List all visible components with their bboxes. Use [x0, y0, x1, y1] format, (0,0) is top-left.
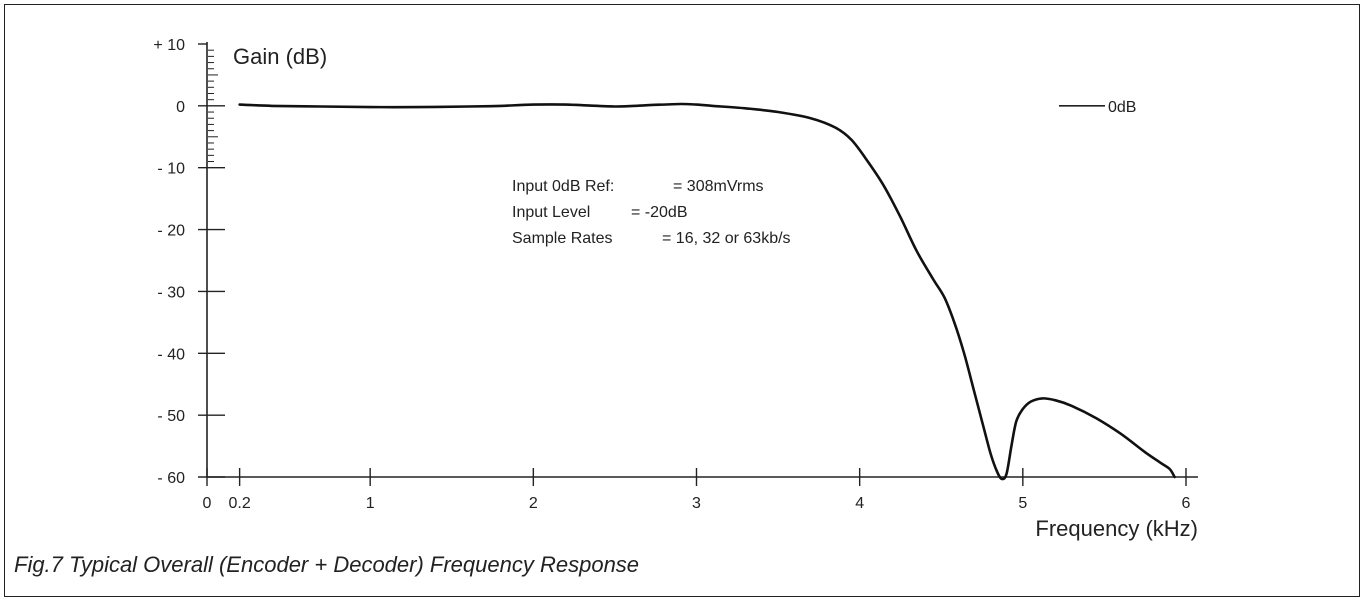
y-tick-label: 0 — [176, 99, 185, 116]
chart-ticks — [198, 43, 1187, 486]
x-tick-label: 3 — [692, 495, 701, 512]
x-tick-label: 5 — [1018, 495, 1027, 512]
annotation-label: Input Level — [512, 204, 590, 221]
annotation-value: = 308mVrms — [673, 178, 764, 195]
x-tick-label: 4 — [855, 495, 864, 512]
figure-caption: Fig.7 Typical Overall (Encoder + Decoder… — [14, 552, 640, 577]
chart-axes — [206, 42, 1198, 478]
x-tick-label: 0.2 — [229, 495, 251, 512]
annotation-label: Input 0dB Ref: — [512, 178, 614, 195]
annotation-value: = 16, 32 or 63kb/s — [662, 230, 791, 247]
y-tick-label: - 60 — [157, 470, 185, 487]
y-tick-label: - 30 — [157, 284, 185, 301]
x-tick-label: 2 — [529, 495, 538, 512]
y-tick-label: - 10 — [157, 161, 185, 178]
figure-frame — [4, 4, 1360, 597]
series-line-0dB — [238, 102, 1176, 481]
y-tick-label: - 40 — [157, 346, 185, 363]
chart-annotations: Input 0dB Ref: = 308mVrms Input Level = -20… — [512, 178, 791, 247]
y-axis-title: Gain (dB) — [233, 44, 327, 69]
x-tick-label: 6 — [1182, 495, 1191, 512]
chart-legend: 0dB — [1059, 99, 1136, 116]
legend-label: 0dB — [1108, 99, 1136, 116]
chart-series — [238, 102, 1176, 481]
y-tick-label: - 20 — [157, 223, 185, 240]
chart-tick-labels: + 10 0 - 10 - 20 - 30 - 40 - 50 - 60 0 0.2 1 2 3 4 5 6 — [153, 37, 1190, 512]
annotation-value: = -20dB — [631, 204, 687, 221]
x-tick-label: 0 — [203, 495, 212, 512]
y-tick-label: + 10 — [153, 37, 185, 54]
annotation-label: Sample Rates — [512, 230, 613, 247]
y-tick-label: - 50 — [157, 408, 185, 425]
x-axis-title: Frequency (kHz) — [1035, 516, 1198, 541]
x-tick-label: 1 — [366, 495, 375, 512]
